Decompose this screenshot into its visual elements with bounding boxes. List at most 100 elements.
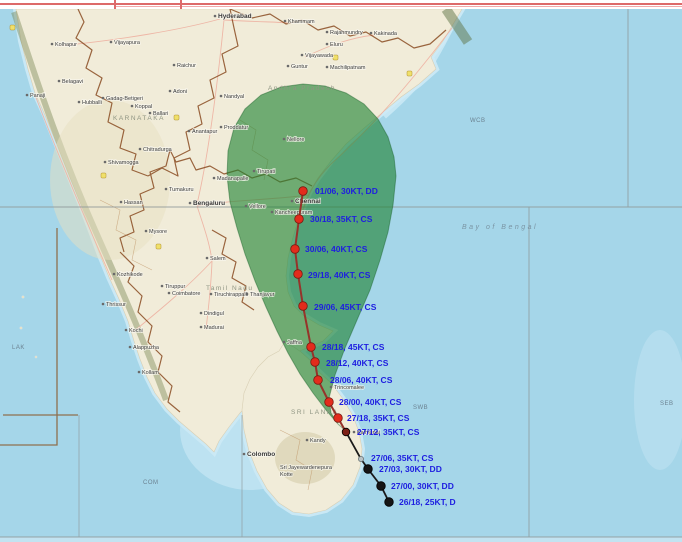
city-label: Kochi <box>129 328 143 334</box>
city-label: Madurai <box>204 325 224 331</box>
city-label: Kakinada <box>374 31 398 37</box>
track-point <box>363 464 373 474</box>
track-label: 01/06, 30KT, DD <box>315 186 378 196</box>
city-dot <box>57 79 61 83</box>
city-label: Nandyal <box>224 94 244 100</box>
city-dot <box>270 210 274 214</box>
city-dot <box>282 137 286 141</box>
city-dot <box>329 385 333 389</box>
city-dot <box>213 14 217 18</box>
city-dot <box>352 430 356 434</box>
track-label: 27/18, 35KT, CS <box>347 413 410 423</box>
city-label: Chitradurga <box>143 147 173 153</box>
city-label: Khammam <box>288 19 315 25</box>
city-label: Sri Jayewardenepura <box>280 465 333 471</box>
city-label: Kollam <box>142 370 159 376</box>
city-dot <box>130 104 134 108</box>
city-dot <box>103 160 107 164</box>
city-dot <box>290 199 294 203</box>
city-dot <box>252 169 256 173</box>
city-label: Thanjavur <box>250 292 275 298</box>
city-label: Koppal <box>135 104 152 110</box>
city-label: Shivamogga <box>108 160 140 166</box>
city-dot <box>369 31 373 35</box>
city-label: Kozhikode <box>117 272 143 278</box>
city-label: Colombo <box>247 451 275 458</box>
city-dot <box>325 42 329 46</box>
table-border-tick <box>180 0 182 9</box>
track-label: 28/06, 40KT, CS <box>330 375 393 385</box>
track-label: 29/18, 40KT, CS <box>308 270 371 280</box>
city-dot <box>164 187 168 191</box>
city-dot <box>144 229 148 233</box>
city-label: Coimbatore <box>172 291 200 297</box>
city-label: Madanapalle <box>217 176 249 182</box>
city-dot <box>25 93 29 97</box>
city-label: Salem <box>210 256 226 262</box>
city-dot <box>119 200 123 204</box>
city-label: Ballari <box>153 111 168 117</box>
city-label: Hubballi <box>82 100 102 106</box>
city-label: Tirupati <box>257 169 275 175</box>
city-label: Jaffna <box>287 340 303 346</box>
track-point <box>298 301 308 311</box>
track-point <box>376 481 386 491</box>
city-label: Vijayapura <box>114 40 141 46</box>
track-point <box>310 357 320 367</box>
city-label: Panaji <box>30 93 45 99</box>
city-label: Tiruchirappalli <box>214 292 248 298</box>
city-label: Hyderabad <box>218 13 252 20</box>
city-dot <box>305 438 309 442</box>
eastern-ghats-shading <box>441 6 473 45</box>
city-label: Proddatur <box>224 125 248 131</box>
city-dot <box>112 272 116 276</box>
city-label: Chennai <box>295 198 321 205</box>
city-dot <box>160 284 164 288</box>
state-label: KARNATAKA <box>113 115 165 122</box>
track-label: 30/18, 35KT, CS <box>310 214 373 224</box>
city-label: Raichur <box>177 63 196 69</box>
city-dot <box>219 125 223 129</box>
city-label: Adoni <box>173 89 187 95</box>
city-label: Tumakuru <box>169 187 194 193</box>
track-label: 30/06, 40KT, CS <box>305 244 368 254</box>
city-label: Kolhapur <box>55 42 77 48</box>
city-dot <box>137 370 141 374</box>
city-dot <box>325 65 329 69</box>
city-label: Machilipatnam <box>330 65 366 71</box>
track-point <box>333 413 343 423</box>
city-label: Trincomalee <box>334 385 364 391</box>
city-dot <box>300 53 304 57</box>
city-label: Anantapur <box>192 129 218 135</box>
city-dot <box>283 19 287 23</box>
table-border-line <box>0 3 682 5</box>
city-dot <box>242 452 246 456</box>
track-point <box>298 186 308 196</box>
road-shield-icon <box>9 24 413 250</box>
city-label: Kotte <box>280 472 293 478</box>
city-label: Vijayawada <box>305 53 334 59</box>
city-dot <box>199 325 203 329</box>
ocean-label: SEB <box>660 401 674 407</box>
city-dot <box>245 292 249 296</box>
city-dot <box>101 96 105 100</box>
city-dot <box>50 42 54 46</box>
city-dot <box>212 176 216 180</box>
city-dot <box>167 291 171 295</box>
city-labels-layer: Hyderabad Khammam Rajahmundry Kakinada Eluru… <box>25 12 399 479</box>
track-point <box>306 342 316 352</box>
lakshadweep-islands <box>19 295 38 359</box>
region-labels-layer: LAK COM WCB SWB SEB Bay of Bengal KARNATAKA And… <box>12 85 674 486</box>
forecast-cone <box>226 83 397 433</box>
city-label: Kandy <box>310 438 326 444</box>
track-point <box>313 375 323 385</box>
city-dot <box>138 147 142 151</box>
track-point <box>290 244 300 254</box>
track-label: 26/18, 25KT, D <box>399 497 456 507</box>
city-dot <box>77 100 81 104</box>
maritime-boundaries <box>0 228 78 446</box>
city-dot <box>148 111 152 115</box>
gridlines <box>0 9 682 538</box>
city-label: Tiruppur <box>165 284 185 290</box>
